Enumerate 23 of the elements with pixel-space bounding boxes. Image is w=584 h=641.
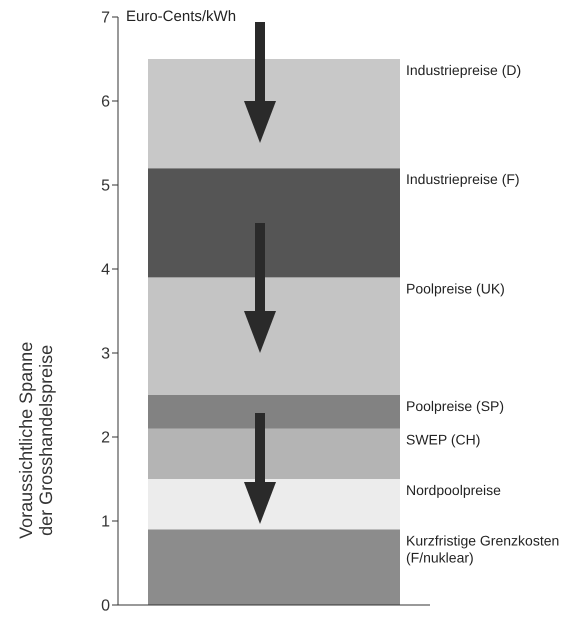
bar — [148, 277, 400, 395]
y-tick-label: 2 — [101, 430, 110, 447]
series-label: SWEP (CH) — [406, 432, 480, 448]
annotation: Euro-Cents/kWh — [126, 8, 236, 25]
series-label: Poolpreise (UK) — [406, 280, 505, 296]
series-label: Kurzfristige Grenzkosten (F/nuklear) — [406, 532, 560, 566]
y-tick-label: 4 — [101, 262, 110, 279]
bar — [148, 479, 400, 530]
y-tick-label: 6 — [101, 94, 110, 111]
series-label: Poolpreise (SP) — [406, 398, 504, 414]
y-tick-label: 7 — [101, 10, 110, 27]
y-tick-label: 5 — [101, 178, 110, 195]
y-axis-title: Voraussichtliche Spanne der Grosshandelspreise — [16, 342, 56, 539]
series-label: Industriepreise (D) — [406, 62, 522, 78]
y-tick-label: 3 — [101, 346, 110, 363]
y-tick-label: 1 — [101, 514, 110, 531]
bar — [148, 529, 400, 605]
bar — [148, 168, 400, 278]
bar — [148, 59, 400, 168]
series-label: Nordpoolpreise — [406, 482, 502, 498]
y-tick-label: 0 — [101, 598, 110, 615]
bar — [148, 395, 400, 429]
series-label: Industriepreise (F) — [406, 171, 520, 188]
